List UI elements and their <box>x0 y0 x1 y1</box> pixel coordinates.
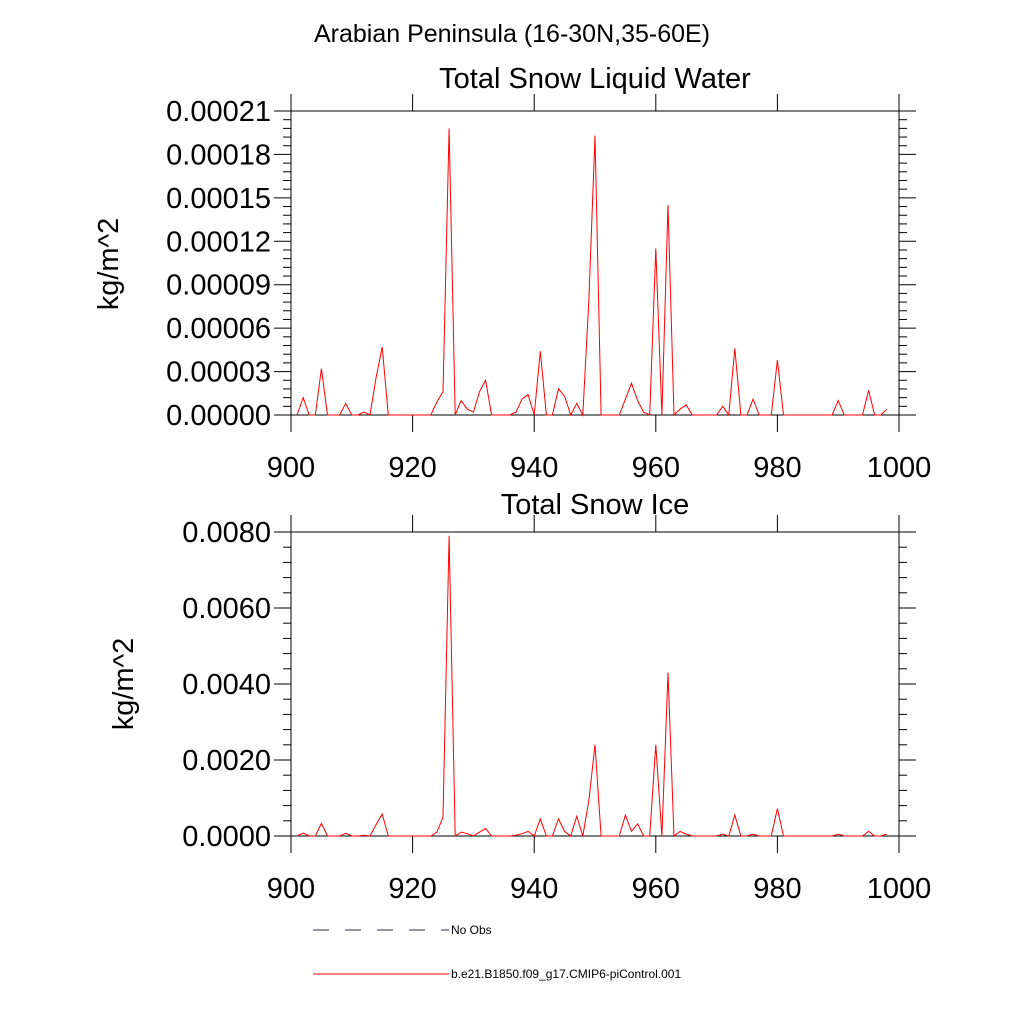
panel-2-y-ticks: 0.0000 0.0020 0.0040 0.0060 0.0080 <box>182 517 916 853</box>
y-tick-label: 0.0080 <box>182 517 271 549</box>
x-tick-label: 940 <box>510 873 558 905</box>
panel-2-title: Total Snow Ice <box>501 489 690 521</box>
x-tick-label: 960 <box>632 873 680 905</box>
y-tick-label: 0.00021 <box>166 96 271 128</box>
x-tick-label: 920 <box>388 452 436 484</box>
panel-2-series <box>296 535 887 837</box>
legend-label-no-obs: No Obs <box>451 923 492 937</box>
y-tick-label: 0.00012 <box>166 226 271 258</box>
y-tick-label: 0.00006 <box>166 313 271 345</box>
y-tick-label: 0.0000 <box>182 821 271 853</box>
panel-1-series <box>296 128 888 417</box>
x-tick-label: 900 <box>267 452 315 484</box>
legend-label-model: b.e21.B1850.f09_g17.CMIP6-piControl.001 <box>451 967 681 981</box>
y-tick-label: 0.0020 <box>182 745 271 777</box>
x-tick-label: 980 <box>753 452 801 484</box>
y-tick-label: 0.0040 <box>182 669 271 701</box>
panel-2-x-ticks: 900 920 940 960 980 1000 <box>267 515 931 905</box>
figure-title: Arabian Peninsula (16-30N,35-60E) <box>314 20 710 48</box>
panel-2-plot-frame <box>290 531 900 837</box>
panel-1-x-ticks: 900 920 940 960 980 1000 <box>267 94 931 484</box>
panel-1-ylabel: kg/m^2 <box>93 218 125 311</box>
y-tick-label: 0.00018 <box>166 139 271 171</box>
panel-snow-liquid-water: Total Snow Liquid Water kg/m^2 0.000000.… <box>93 63 931 484</box>
series-line <box>296 535 887 837</box>
x-tick-label: 1000 <box>867 873 932 905</box>
x-tick-label: 900 <box>267 873 315 905</box>
series-line <box>296 128 888 417</box>
panel-snow-ice: Total Snow Ice kg/m^2 0.0000 0.0020 0.0040… <box>108 489 931 905</box>
x-tick-label: 920 <box>388 873 436 905</box>
y-tick-label: 0.0060 <box>182 593 271 625</box>
y-tick-label: 0.00015 <box>166 183 271 215</box>
panel-1-plot-frame <box>290 110 900 416</box>
x-tick-label: 960 <box>632 452 680 484</box>
x-tick-label: 940 <box>510 452 558 484</box>
y-tick-label: 0.00003 <box>166 357 271 389</box>
y-tick-label: 0.00000 <box>166 400 271 432</box>
y-tick-label: 0.00009 <box>166 270 271 302</box>
panel-2-ylabel: kg/m^2 <box>108 638 140 731</box>
panel-1-y-ticks: 0.00000 0.00003 0.00006 0.00009 0.00012 0.000… <box>166 96 916 432</box>
x-tick-label: 1000 <box>867 452 932 484</box>
x-tick-label: 980 <box>753 873 801 905</box>
panel-1-title: Total Snow Liquid Water <box>439 63 751 95</box>
legend: No Obs b.e21.B1850.f09_g17.CMIP6-piContr… <box>313 923 681 981</box>
